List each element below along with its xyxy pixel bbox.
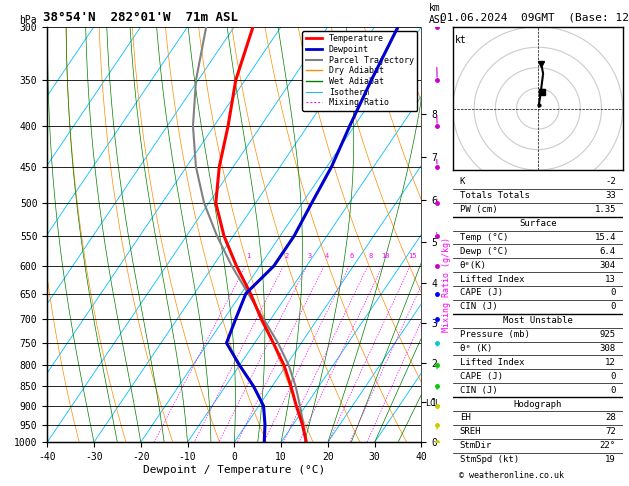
Text: θᵉ(K): θᵉ(K) xyxy=(460,260,487,270)
Text: 12: 12 xyxy=(605,358,616,367)
Text: 1: 1 xyxy=(247,253,251,259)
Text: 38°54'N  282°01'W  71m ASL: 38°54'N 282°01'W 71m ASL xyxy=(43,11,238,24)
Text: 925: 925 xyxy=(600,330,616,339)
Text: 15.4: 15.4 xyxy=(594,233,616,242)
Text: 0: 0 xyxy=(611,386,616,395)
Text: Mixing Ratio (g/kg): Mixing Ratio (g/kg) xyxy=(442,237,451,332)
Text: Dewp (°C): Dewp (°C) xyxy=(460,247,508,256)
Text: 13: 13 xyxy=(605,275,616,284)
Text: 0: 0 xyxy=(611,289,616,297)
Text: Pressure (mb): Pressure (mb) xyxy=(460,330,530,339)
Text: 33: 33 xyxy=(605,191,616,200)
Text: StmSpd (kt): StmSpd (kt) xyxy=(460,455,519,464)
Text: Temp (°C): Temp (°C) xyxy=(460,233,508,242)
Text: © weatheronline.co.uk: © weatheronline.co.uk xyxy=(459,471,564,480)
Text: CIN (J): CIN (J) xyxy=(460,386,498,395)
Text: 1.35: 1.35 xyxy=(594,205,616,214)
Text: 8: 8 xyxy=(369,253,373,259)
Text: Lifted Index: Lifted Index xyxy=(460,358,524,367)
Text: 304: 304 xyxy=(600,260,616,270)
Text: hPa: hPa xyxy=(19,15,36,25)
Text: SREH: SREH xyxy=(460,427,481,436)
Text: km
ASL: km ASL xyxy=(429,3,447,25)
X-axis label: Dewpoint / Temperature (°C): Dewpoint / Temperature (°C) xyxy=(143,465,325,475)
Text: StmDir: StmDir xyxy=(460,441,492,450)
Text: 0: 0 xyxy=(611,372,616,381)
Text: Lifted Index: Lifted Index xyxy=(460,275,524,284)
Text: Most Unstable: Most Unstable xyxy=(503,316,573,325)
Text: CAPE (J): CAPE (J) xyxy=(460,289,503,297)
Text: 2: 2 xyxy=(284,253,289,259)
Text: LCL: LCL xyxy=(425,399,440,408)
Text: 6: 6 xyxy=(350,253,354,259)
Text: 10: 10 xyxy=(381,253,389,259)
Text: CAPE (J): CAPE (J) xyxy=(460,372,503,381)
Text: 01.06.2024  09GMT  (Base: 12): 01.06.2024 09GMT (Base: 12) xyxy=(440,12,629,22)
Text: Surface: Surface xyxy=(519,219,557,228)
Text: 22°: 22° xyxy=(600,441,616,450)
Text: 72: 72 xyxy=(605,427,616,436)
Text: θᵉ (K): θᵉ (K) xyxy=(460,344,492,353)
Text: kt: kt xyxy=(455,35,467,45)
Text: 15: 15 xyxy=(409,253,417,259)
Text: Totals Totals: Totals Totals xyxy=(460,191,530,200)
Text: PW (cm): PW (cm) xyxy=(460,205,498,214)
Text: 19: 19 xyxy=(605,455,616,464)
Text: K: K xyxy=(460,177,465,187)
Text: Hodograph: Hodograph xyxy=(514,399,562,409)
Text: CIN (J): CIN (J) xyxy=(460,302,498,312)
Text: 308: 308 xyxy=(600,344,616,353)
Text: 28: 28 xyxy=(605,414,616,422)
Text: -2: -2 xyxy=(605,177,616,187)
Text: 6.4: 6.4 xyxy=(600,247,616,256)
Text: 3: 3 xyxy=(308,253,312,259)
Legend: Temperature, Dewpoint, Parcel Trajectory, Dry Adiabat, Wet Adiabat, Isotherm, Mi: Temperature, Dewpoint, Parcel Trajectory… xyxy=(303,31,417,110)
Text: 4: 4 xyxy=(325,253,329,259)
Text: 0: 0 xyxy=(611,302,616,312)
Text: EH: EH xyxy=(460,414,470,422)
